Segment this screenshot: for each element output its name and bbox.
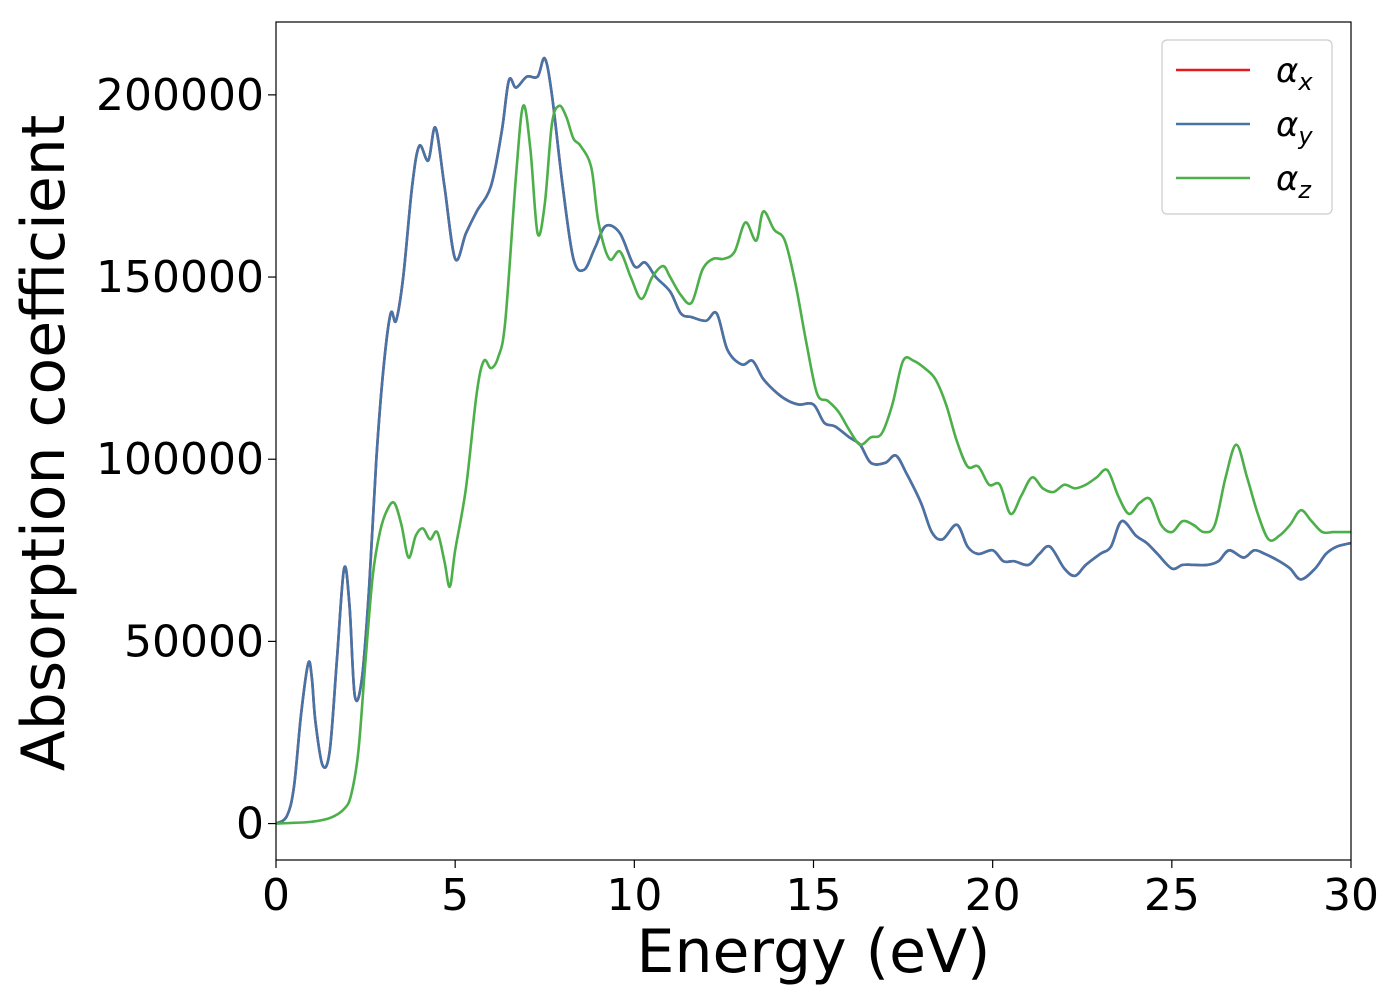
x-tick-label: 15 [786, 870, 842, 921]
y-tick-label: 50000 [124, 616, 264, 667]
x-tick-label: 10 [606, 870, 662, 921]
y-axis-title: Absorption coefficient [9, 115, 79, 772]
plot-area [275, 21, 1352, 861]
x-tick-label: 5 [441, 870, 469, 921]
legend-items: αx αy αz [1176, 51, 1313, 204]
y-tick-label: 0 [236, 799, 264, 850]
x-tick-label: 25 [1144, 870, 1200, 921]
x-tick-label: 20 [965, 870, 1021, 921]
legend-label-z: αz [1276, 159, 1312, 204]
series-line-z [276, 104, 1351, 825]
series-line-y [276, 56, 1351, 825]
legend-box [1161, 39, 1333, 215]
x-axis-title: Energy (eV) [637, 917, 991, 987]
x-tick-label: 30 [1323, 870, 1379, 921]
y-tick-label: 150000 [96, 252, 264, 303]
legend-label-y: αy [1276, 105, 1313, 150]
y-tick-label: 200000 [96, 70, 264, 121]
x-axis: 0 5 10 15 20 25 30 [262, 860, 1379, 921]
x-tick-label: 0 [262, 870, 290, 921]
legend: αx αy αz [1161, 39, 1333, 215]
legend-label-x: αx [1276, 51, 1313, 96]
series-layer [276, 56, 1351, 825]
y-axis: 0 50000 100000 150000 200000 [96, 70, 276, 850]
y-tick-label: 100000 [96, 434, 264, 485]
